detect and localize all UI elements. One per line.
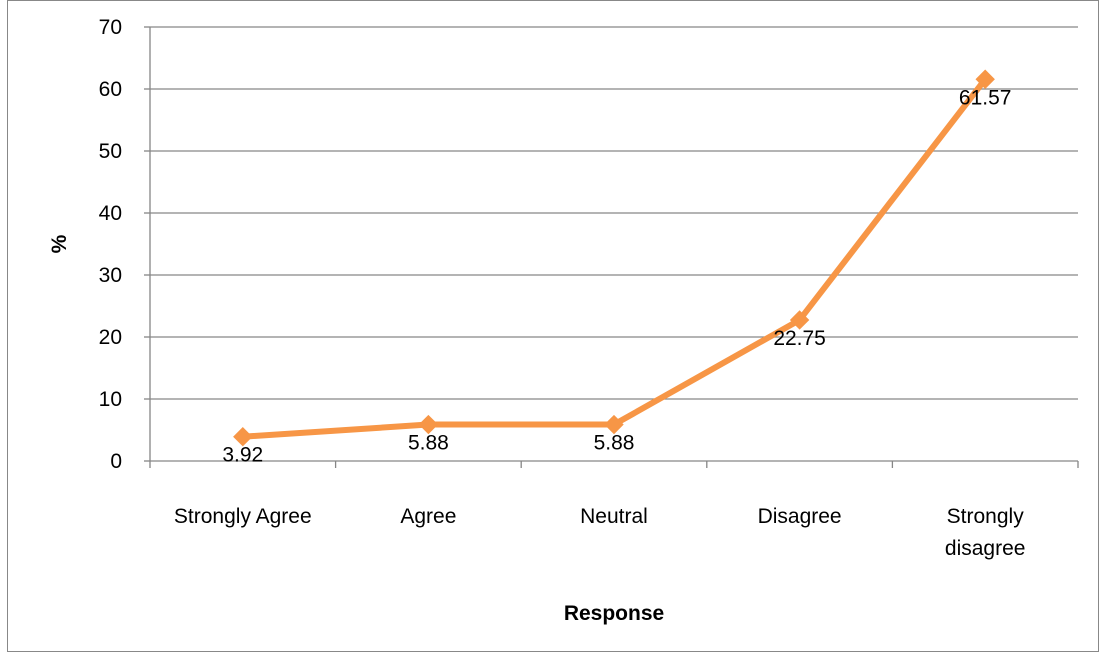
x-tick-label-line: Disagree xyxy=(758,505,842,528)
data-point-marker xyxy=(604,414,624,435)
y-tick-label: 50 xyxy=(99,140,122,163)
data-label: 5.88 xyxy=(408,432,449,455)
axes xyxy=(149,27,1078,462)
x-axis-title: Response xyxy=(564,602,664,625)
x-tick-label-line: Neutral xyxy=(580,505,648,528)
x-tick-label-line: Agree xyxy=(400,505,456,528)
data-point-marker xyxy=(233,426,253,447)
data-label: 22.75 xyxy=(773,327,826,350)
series-line xyxy=(239,76,989,440)
gridlines xyxy=(150,26,1078,400)
y-axis-ticks: 0 10 20 30 40 50 60 70 xyxy=(99,16,150,473)
x-tick-label: Disagree xyxy=(758,505,842,528)
data-point-marker xyxy=(418,414,439,435)
data-label: 5.88 xyxy=(594,432,635,455)
x-tick-label-line: Strongly Agree xyxy=(174,505,312,528)
x-axis-ticks: Strongly Agree Agree Neutral Disagree Strong… xyxy=(149,461,1079,560)
x-tick-label: Strongly Agree xyxy=(174,505,312,528)
x-tick-label: Agree xyxy=(400,505,456,528)
y-tick-label: 0 xyxy=(110,450,122,473)
y-axis-title: % xyxy=(48,234,71,253)
y-tick-label: 10 xyxy=(99,388,122,411)
y-tick-label: 30 xyxy=(99,264,122,287)
y-tick-label: 20 xyxy=(99,326,122,349)
chart-frame xyxy=(7,0,1099,652)
x-tick-label: Neutral xyxy=(580,505,648,528)
x-tick-label: Strongly disagree xyxy=(945,505,1026,560)
y-tick-label: 70 xyxy=(99,16,122,39)
data-labels: 3.92 5.88 5.88 22.75 61.57 xyxy=(222,86,1011,466)
data-label: 61.57 xyxy=(959,86,1012,109)
data-label: 3.92 xyxy=(222,444,263,467)
y-tick-label: 60 xyxy=(99,78,122,101)
data-point-marker xyxy=(975,69,995,89)
series-group xyxy=(233,69,995,447)
data-point-marker xyxy=(789,310,810,330)
y-tick-label: 40 xyxy=(99,202,122,225)
x-tick-label-line: Strongly xyxy=(947,505,1025,528)
x-tick-label-line: disagree xyxy=(945,537,1026,560)
